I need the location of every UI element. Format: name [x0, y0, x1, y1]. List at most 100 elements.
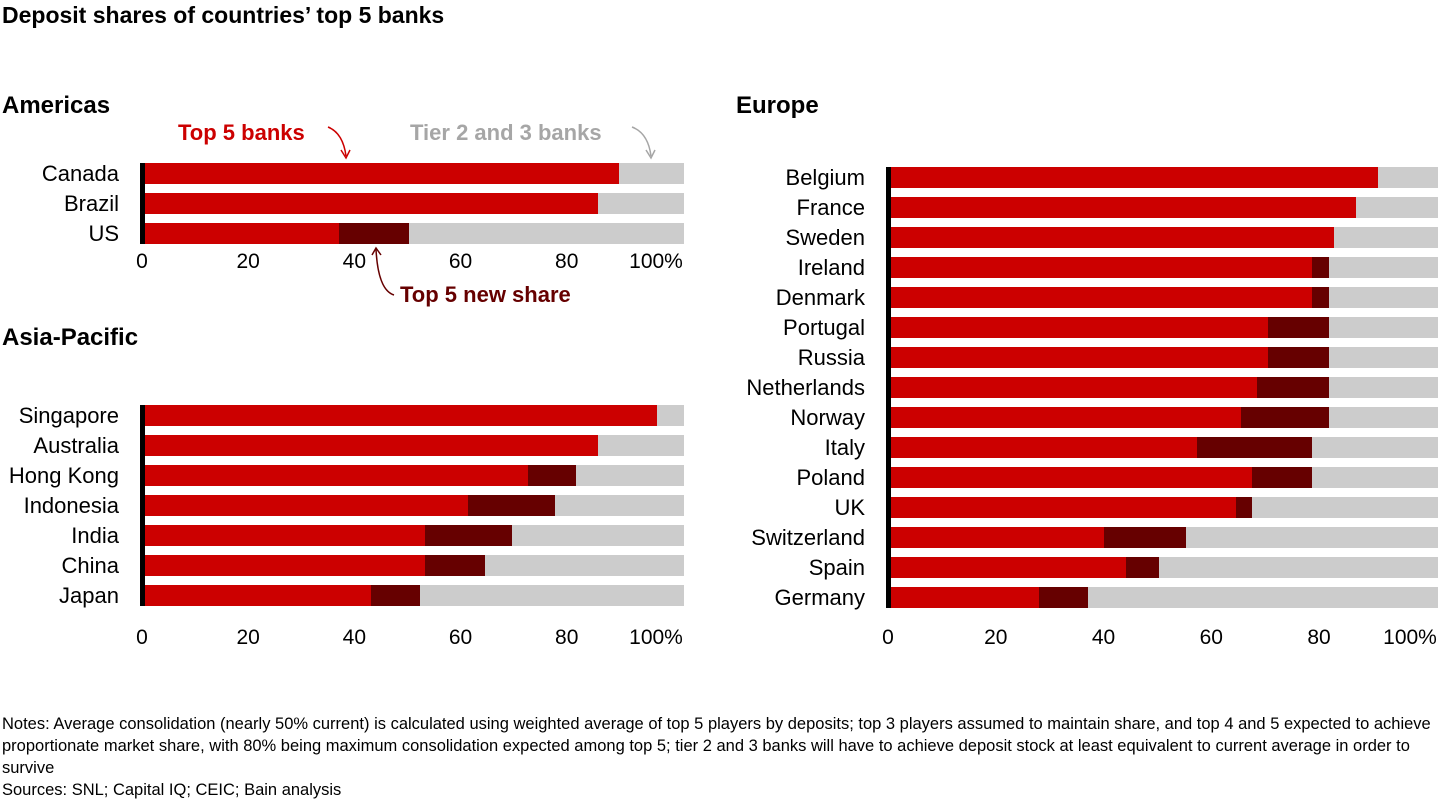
bar-top5	[891, 227, 1335, 248]
bar-top5	[891, 257, 1313, 278]
annotation-tier23: Tier 2 and 3 banks	[410, 120, 602, 145]
bar-tier23	[1312, 467, 1438, 488]
bar-tier23	[619, 163, 684, 184]
bar-tier23	[576, 465, 684, 486]
bar-top5	[891, 587, 1039, 608]
tick-label: 20	[236, 250, 260, 273]
bar-new-share	[425, 525, 512, 546]
bar-new-share	[1252, 467, 1313, 488]
bar-top5	[145, 495, 469, 516]
bar-top5	[891, 377, 1258, 398]
bar-top5	[891, 467, 1253, 488]
category-label: Switzerland	[751, 525, 865, 550]
tick-label: 80	[555, 626, 579, 649]
tick-label: 0	[136, 250, 148, 273]
bar-top5	[891, 497, 1236, 518]
notes: Notes: Average consolidation (nearly 50%…	[2, 713, 1438, 801]
bar-tier23	[1328, 287, 1438, 308]
tick-label: 80	[1307, 626, 1331, 649]
bar-new-share	[1257, 377, 1329, 398]
bar-top5	[891, 287, 1313, 308]
bar-new-share	[1235, 497, 1253, 518]
sources-text: Sources: SNL; Capital IQ; CEIC; Bain ana…	[2, 781, 342, 799]
category-label: Portugal	[783, 315, 865, 340]
category-label: Germany	[774, 585, 865, 610]
bar-top5	[145, 223, 340, 244]
region-title: Europe	[736, 92, 819, 119]
tick-label: 0	[136, 626, 148, 649]
region-title: Asia-Pacific	[2, 324, 139, 351]
bar-new-share	[1268, 347, 1329, 368]
bar-tier23	[1377, 167, 1438, 188]
bar-tier23	[511, 525, 684, 546]
category-label: Netherlands	[746, 375, 865, 400]
category-label: Russia	[797, 345, 865, 370]
bar-new-share	[527, 465, 577, 486]
category-label: UK	[834, 495, 865, 520]
bar-tier23	[409, 223, 684, 244]
tick-label: 20	[984, 626, 1008, 649]
bar-top5	[891, 197, 1356, 218]
bar-top5	[891, 407, 1242, 428]
bar-new-share	[468, 495, 555, 516]
category-label: US	[88, 221, 119, 246]
category-label: India	[71, 523, 119, 548]
category-label: Italy	[824, 435, 865, 460]
bar-top5	[891, 317, 1269, 338]
bar-top5	[145, 465, 528, 486]
bar-tier23	[1328, 407, 1438, 428]
tick-label: 40	[1091, 626, 1116, 649]
bar-new-share	[1104, 527, 1187, 548]
category-label: Indonesia	[23, 493, 119, 518]
tick-label: 100%	[1383, 626, 1437, 649]
bar-top5	[145, 405, 658, 426]
category-label: Australia	[33, 433, 119, 458]
bar-tier23	[657, 405, 684, 426]
bar-new-share	[425, 555, 485, 576]
region-title: Americas	[2, 92, 111, 119]
category-label: France	[796, 195, 865, 220]
bar-tier23	[1159, 557, 1438, 578]
tick-label: 40	[342, 626, 367, 649]
notes-text: Notes: Average consolidation (nearly 50%…	[2, 715, 1431, 777]
tick-label: 60	[448, 250, 473, 273]
bar-new-share	[1268, 317, 1329, 338]
bar-new-share	[1312, 257, 1329, 278]
category-label: Japan	[59, 583, 119, 608]
bar-new-share	[1312, 287, 1329, 308]
tick-label: 100%	[629, 626, 683, 649]
category-label: Hong Kong	[8, 463, 119, 488]
bar-tier23	[1312, 437, 1438, 458]
bar-top5	[891, 557, 1127, 578]
bar-tier23	[554, 495, 684, 516]
chart-title: Deposit shares of countries’ top 5 banks	[2, 2, 445, 28]
bar-new-share	[1241, 407, 1329, 428]
category-label: Spain	[808, 555, 865, 580]
category-label: China	[61, 553, 119, 578]
tick-label: 20	[236, 626, 260, 649]
category-label: Canada	[41, 161, 119, 186]
bar-tier23	[597, 435, 684, 456]
tick-label: 40	[342, 250, 367, 273]
bar-new-share	[1126, 557, 1160, 578]
bar-top5	[145, 555, 426, 576]
tick-label: 80	[555, 250, 579, 273]
category-label: Sweden	[785, 225, 865, 250]
category-label: Ireland	[797, 255, 865, 280]
category-label: Denmark	[775, 285, 865, 310]
bar-tier23	[597, 193, 684, 214]
category-label: Norway	[790, 405, 865, 430]
bar-tier23	[1186, 527, 1438, 548]
category-label: Belgium	[785, 165, 865, 190]
bar-new-share	[1038, 587, 1088, 608]
annotation-top5: Top 5 banks	[178, 120, 305, 145]
bar-top5	[145, 525, 426, 546]
bar-top5	[145, 193, 598, 214]
category-label: Brazil	[63, 191, 119, 216]
bar-top5	[891, 167, 1378, 188]
bar-top5	[145, 585, 372, 606]
bar-tier23	[1087, 587, 1438, 608]
bar-tier23	[1334, 227, 1438, 248]
bar-new-share	[339, 223, 410, 244]
